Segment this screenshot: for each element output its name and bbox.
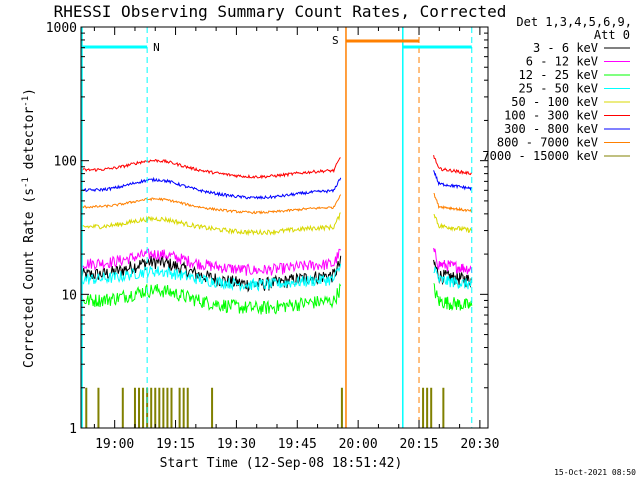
y-tick-labels: 1 10 100 1000 [46,21,77,437]
y-axis-label-sup1: -1 [21,177,31,188]
legend-header-line1: Det 1,3,4,5,6,9, [516,15,632,29]
series-bar [442,387,445,428]
legend-label: 300 - 800 keV [504,122,598,136]
series-bar [138,387,141,428]
x-tick-label: 19:15 [156,437,195,452]
series-bar [182,387,185,428]
series-line [80,263,342,292]
y-tick-label: 100 [54,155,77,170]
series-bar [166,387,169,428]
x-tick-label: 20:15 [399,437,438,452]
annotations: NS [81,27,473,428]
night-label: N [153,41,160,54]
series-bar [154,387,157,428]
chart-title: RHESSI Observing Summary Count Rates, Co… [54,2,507,21]
series-bar [97,387,100,428]
series-bar [121,387,124,428]
series-line [80,255,342,293]
series-line [80,212,341,237]
series-line [433,193,472,213]
series-line [433,247,473,275]
series-bar [158,387,161,428]
x-tick-labels: 19:00 19:15 19:30 19:45 20:00 20:15 20:30 [95,437,499,452]
series-bar [85,387,88,428]
series-line [433,154,473,176]
series-bar [426,387,429,428]
y-tick-label: 10 [61,288,77,303]
legend-header-line2: Att 0 [594,28,630,42]
series-bar [170,387,173,428]
legend-label: 800 - 7000 keV [497,136,598,150]
x-tick-label: 19:45 [278,437,317,452]
y-axis-label-sup2: -1 [21,96,31,107]
series-line [80,157,341,180]
legend-label: 50 - 100 keV [511,95,598,109]
series-bar [133,387,136,428]
series-bar [186,387,189,428]
legend-label: 12 - 25 keV [519,68,598,82]
series-line [433,265,473,290]
x-tick-label: 20:30 [460,437,499,452]
legend-label: 25 - 50 keV [519,82,598,96]
legend-label: 3 - 6 keV [533,41,598,55]
x-tick-label: 20:00 [339,437,378,452]
series-line [80,176,342,200]
plot-frame [80,26,489,429]
series-bar [162,387,165,428]
plot-area [80,154,473,428]
series-bar [340,387,343,428]
y-axis-label-end: ) [22,88,37,96]
y-tick-label: 1000 [46,21,77,36]
series-line [80,248,342,276]
series-bar [142,387,145,428]
x-axis-label: Start Time (12-Sep-08 18:51:42) [160,456,403,471]
y-axis-label-mid: detector [22,107,37,178]
y-axis-label: Corrected Count Rate (s-1 detector-1) [21,88,37,368]
x-tick-label: 19:00 [95,437,134,452]
x-tick-label: 19:30 [217,437,256,452]
series-line [433,170,472,192]
series-line [433,283,473,311]
y-axis-label-main: Corrected Count Rate (s [22,188,37,368]
series-bar [178,387,181,428]
legend-label: 6 - 12 keV [526,55,598,69]
legend-label: 100 - 300 keV [504,109,598,123]
series-bar [150,387,153,428]
axis-ticks [81,27,488,429]
legend-label: 7000 - 15000 keV [482,149,598,163]
series-line [80,283,342,315]
footer-date: 15-Oct-2021 08:50 [554,468,636,477]
series-line [80,194,342,215]
y-tick-label: 1 [69,422,77,437]
series-bar [430,387,433,428]
series-bar [211,387,214,428]
series-line [433,214,473,233]
series-bar [422,387,425,428]
saa-label: S [332,34,339,47]
